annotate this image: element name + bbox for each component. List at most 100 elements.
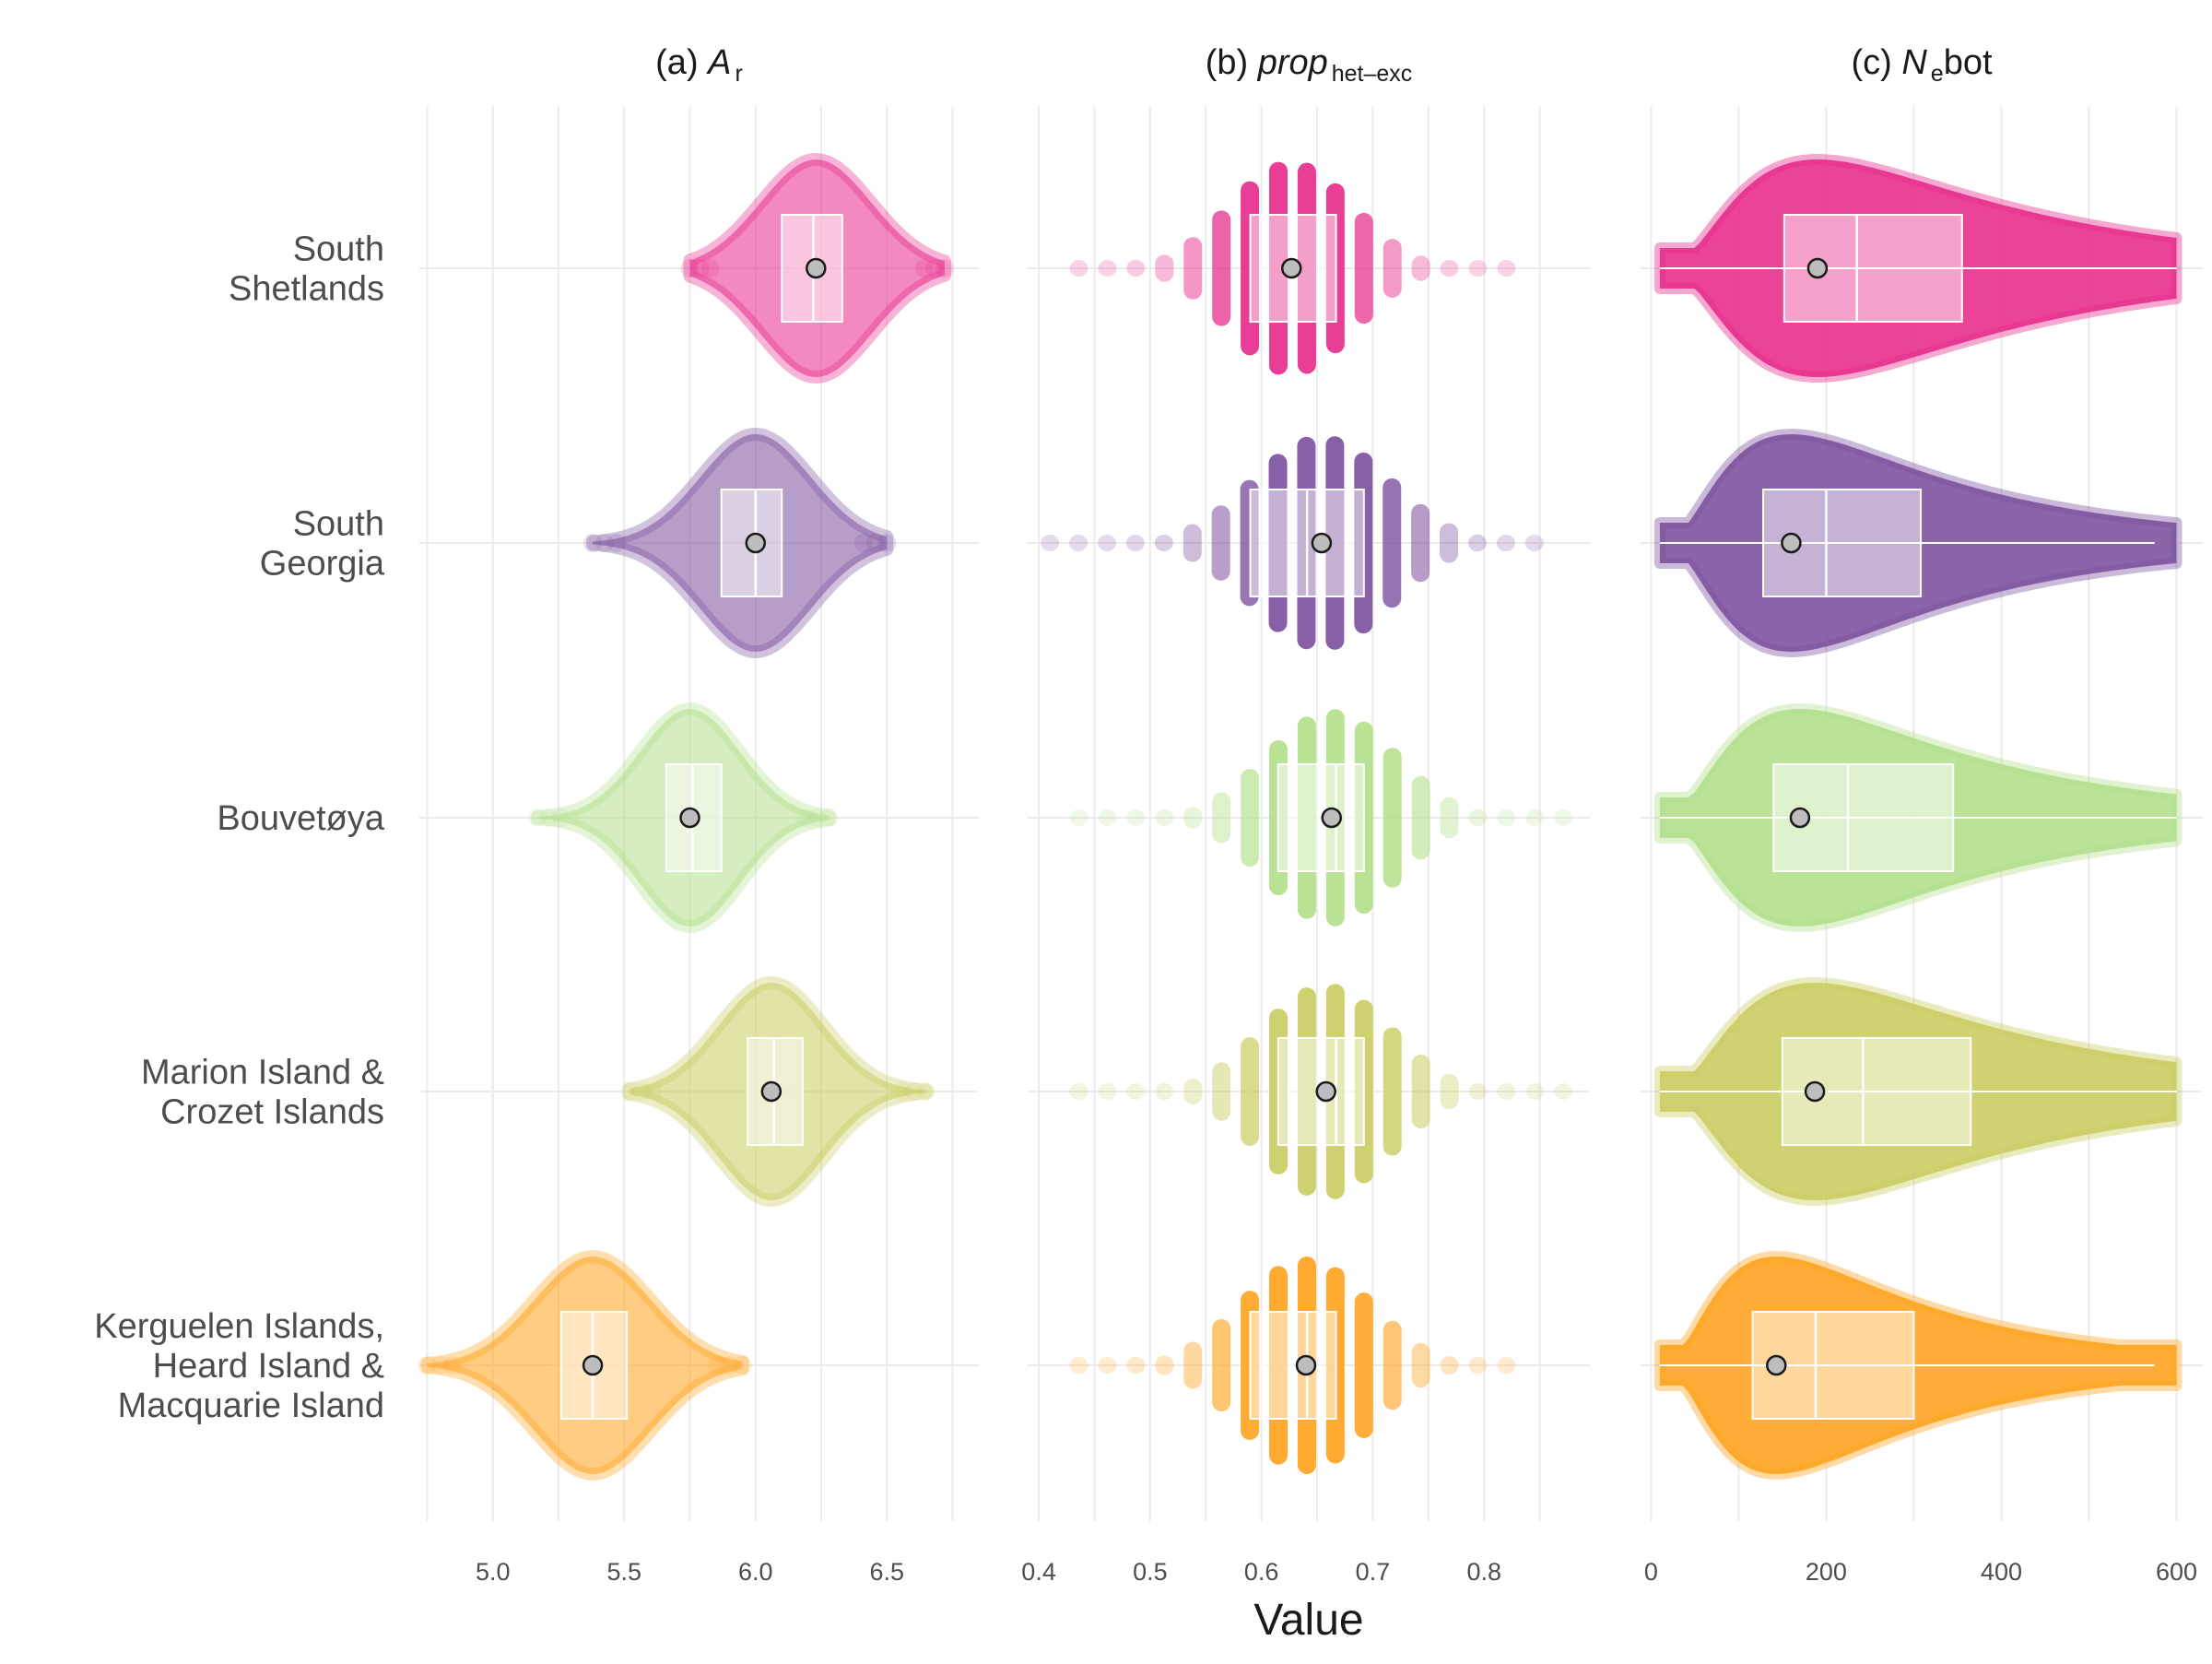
mean-point: [1766, 1354, 1787, 1376]
dot-column: [1069, 535, 1088, 551]
dot-column: [1098, 535, 1117, 551]
dot-column: [1183, 1341, 1203, 1389]
dot-column: [1354, 212, 1373, 325]
data-point: [935, 259, 954, 277]
dot-column: [1155, 1355, 1174, 1375]
dot-column: [1497, 1357, 1516, 1374]
dot-column: [1525, 1083, 1545, 1100]
mean-point: [1806, 257, 1829, 279]
dot-column: [1212, 792, 1231, 844]
data-point: [733, 1356, 752, 1375]
dot-column: [1041, 535, 1060, 551]
dot-column: [1411, 1342, 1430, 1388]
dot-column: [1183, 237, 1203, 300]
data-point: [924, 259, 944, 277]
data-point: [418, 1356, 437, 1375]
data-point: [796, 808, 816, 827]
mean-point: [1281, 257, 1302, 279]
mean-point: [582, 1354, 604, 1376]
x-tick-label: 0: [1644, 1558, 1658, 1586]
data-point: [606, 534, 626, 552]
x-axis-title: Value: [1253, 1596, 1363, 1645]
dot-column: [1468, 534, 1487, 552]
data-point: [819, 808, 839, 827]
data-point: [720, 1356, 739, 1375]
dot-column: [1440, 797, 1459, 839]
dot-column: [1211, 505, 1230, 581]
data-point: [700, 259, 720, 277]
dot-column: [1382, 478, 1402, 608]
dot-column: [1212, 1318, 1231, 1412]
dot-column: [1468, 1357, 1488, 1374]
data-point: [619, 1082, 639, 1101]
dot-column: [1382, 239, 1402, 298]
x-tick-label: 6.0: [738, 1558, 773, 1586]
x-tick-label: 0.4: [1021, 1558, 1056, 1586]
data-point: [643, 1082, 663, 1101]
dot-column: [1440, 523, 1459, 563]
dot-column: [1126, 1357, 1146, 1374]
mean-point: [1321, 807, 1343, 829]
mean-point: [1789, 807, 1811, 829]
data-point: [807, 808, 827, 827]
dot-column: [1525, 809, 1545, 826]
box-iqr: [1249, 1311, 1337, 1420]
category-label: Heard Island &: [153, 1347, 384, 1386]
dot-column: [1496, 535, 1515, 551]
dot-column: [1098, 1357, 1117, 1374]
x-tick-label: 0.6: [1244, 1558, 1279, 1586]
data-point: [539, 808, 559, 827]
data-point: [594, 534, 614, 552]
x-tick-label: 0.5: [1133, 1558, 1168, 1586]
dot-column: [1440, 1073, 1459, 1110]
dot-column: [1183, 1078, 1203, 1105]
dot-column: [1524, 535, 1544, 551]
dot-column: [1182, 524, 1202, 562]
dot-column: [1468, 260, 1488, 277]
dot-column: [1155, 809, 1174, 826]
dot-column: [1411, 775, 1430, 860]
mean-point: [1315, 1080, 1336, 1103]
dot-column: [1126, 1083, 1146, 1100]
data-point: [914, 259, 934, 277]
dot-column: [1382, 748, 1402, 888]
dot-column: [1069, 809, 1088, 826]
dot-column: [1411, 503, 1430, 583]
mean-point: [1311, 532, 1333, 554]
dot-column: [1069, 260, 1088, 277]
category-label: South: [293, 505, 384, 544]
dot-column: [1411, 255, 1430, 281]
category-label: Shetlands: [229, 270, 384, 309]
dot-column: [1382, 1027, 1402, 1156]
dot-column: [1554, 1083, 1573, 1100]
data-point: [905, 1082, 924, 1101]
data-point: [680, 259, 700, 277]
mean-point: [1804, 1080, 1826, 1103]
data-point: [853, 534, 873, 552]
dot-column: [1497, 1083, 1516, 1100]
data-point: [430, 1356, 450, 1375]
dot-column: [1154, 535, 1173, 551]
data-point: [551, 808, 571, 827]
dot-column: [1183, 807, 1203, 829]
data-point: [877, 534, 897, 552]
dot-column: [1497, 809, 1516, 826]
dot-column: [1098, 260, 1117, 277]
dot-column: [1155, 254, 1174, 282]
x-tick-label: 0.8: [1466, 1558, 1501, 1586]
dot-column: [1468, 808, 1488, 827]
dot-column: [1382, 1320, 1402, 1410]
panel-title: (b) prop het–exc: [1206, 43, 1413, 87]
x-tick-label: 0.7: [1356, 1558, 1391, 1586]
data-point: [442, 1356, 462, 1375]
dot-column: [1440, 260, 1459, 277]
data-point: [708, 1356, 727, 1375]
data-point: [690, 259, 710, 277]
dot-column: [1468, 1083, 1488, 1100]
x-tick-label: 200: [1806, 1558, 1847, 1586]
mean-point: [1781, 532, 1802, 554]
